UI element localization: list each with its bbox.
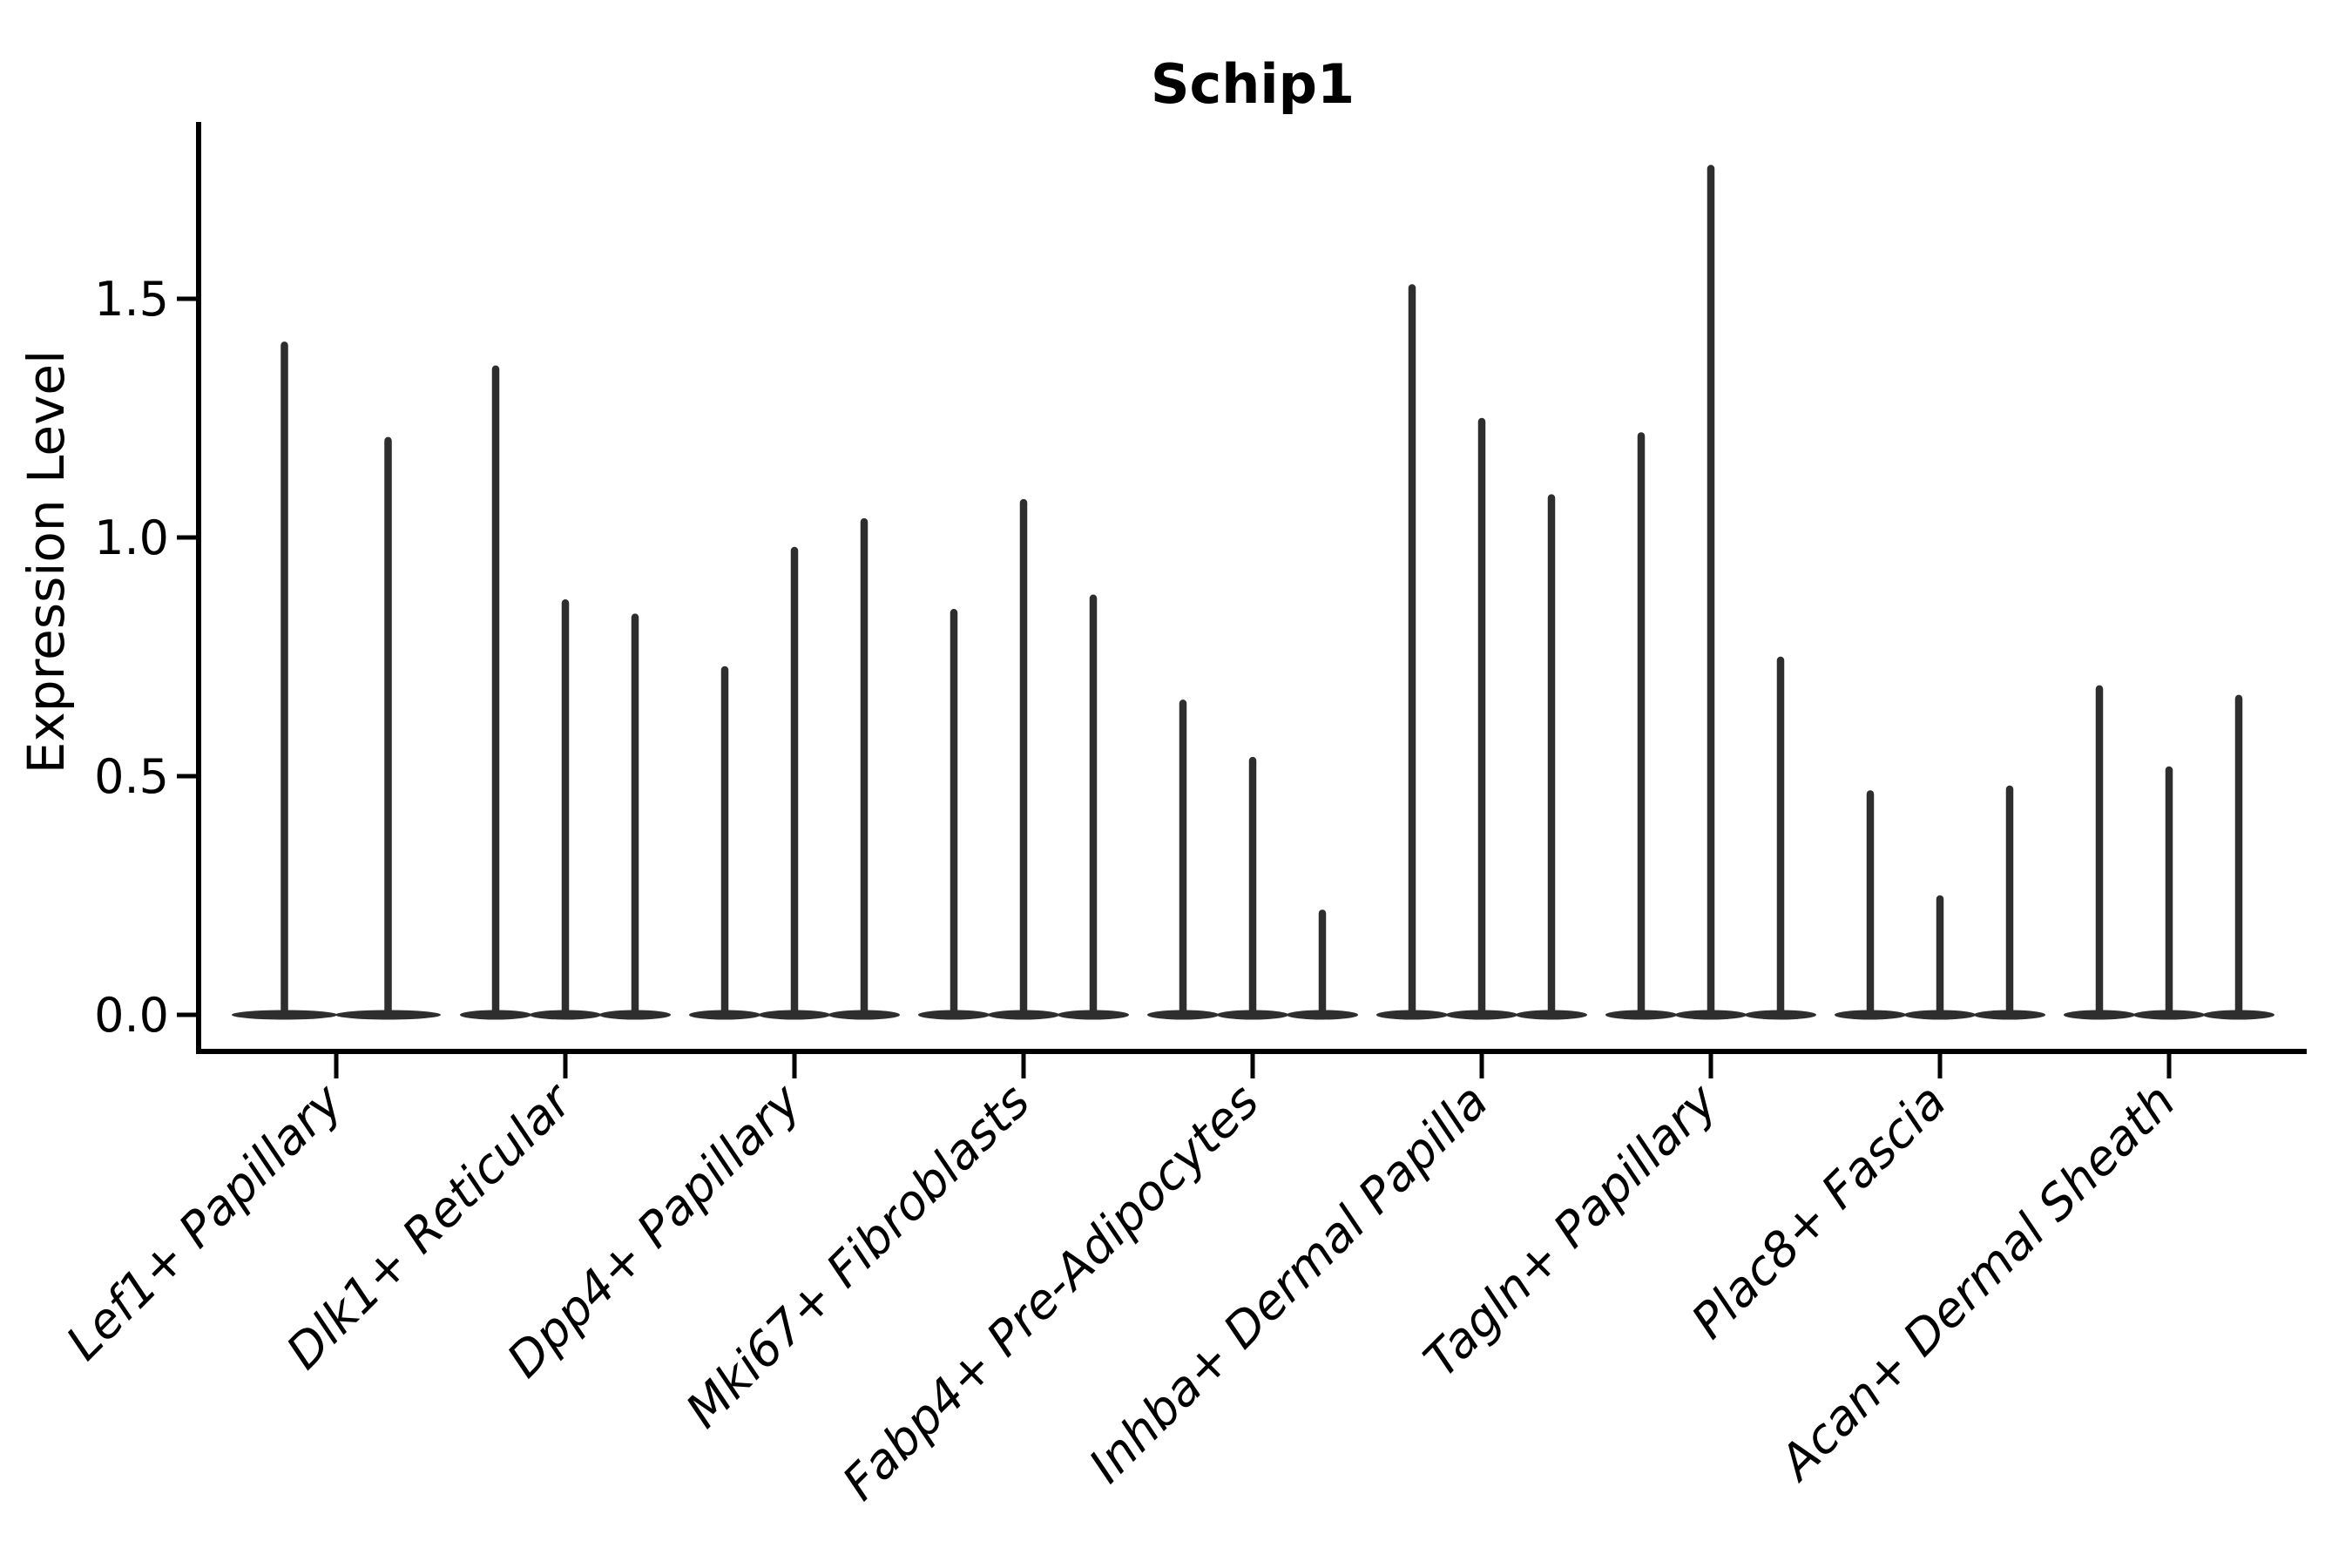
violin-group bbox=[232, 341, 441, 1020]
violin-group bbox=[1835, 785, 2045, 1020]
x-tick-label: Inhba+ Dermal Papilla bbox=[1078, 1073, 1498, 1493]
violin-group bbox=[1147, 700, 1358, 1020]
x-tick-label: Acan+ Dermal Sheath bbox=[1767, 1073, 2186, 1492]
violin-group bbox=[460, 365, 671, 1020]
violins-layer bbox=[232, 165, 2274, 1020]
x-tick-label: Fabp4+ Pre-Adipocytes bbox=[832, 1073, 1269, 1511]
y-tick-label: 1.5 bbox=[94, 272, 169, 327]
violin-group bbox=[918, 498, 1129, 1020]
y-tick-label: 1.0 bbox=[94, 510, 169, 565]
violin-group bbox=[1605, 165, 1816, 1020]
violin-group bbox=[1376, 284, 1587, 1020]
plot-title: Schip1 bbox=[1151, 52, 1355, 116]
y-axis-label: Expression Level bbox=[17, 350, 76, 774]
y-tick-label: 0.0 bbox=[94, 988, 169, 1043]
violin-group bbox=[2064, 685, 2274, 1020]
violin-group bbox=[689, 517, 900, 1020]
y-ticks-layer: 0.0 0.5 1.0 1.5 bbox=[94, 272, 196, 1043]
y-tick-label: 0.5 bbox=[94, 749, 169, 804]
